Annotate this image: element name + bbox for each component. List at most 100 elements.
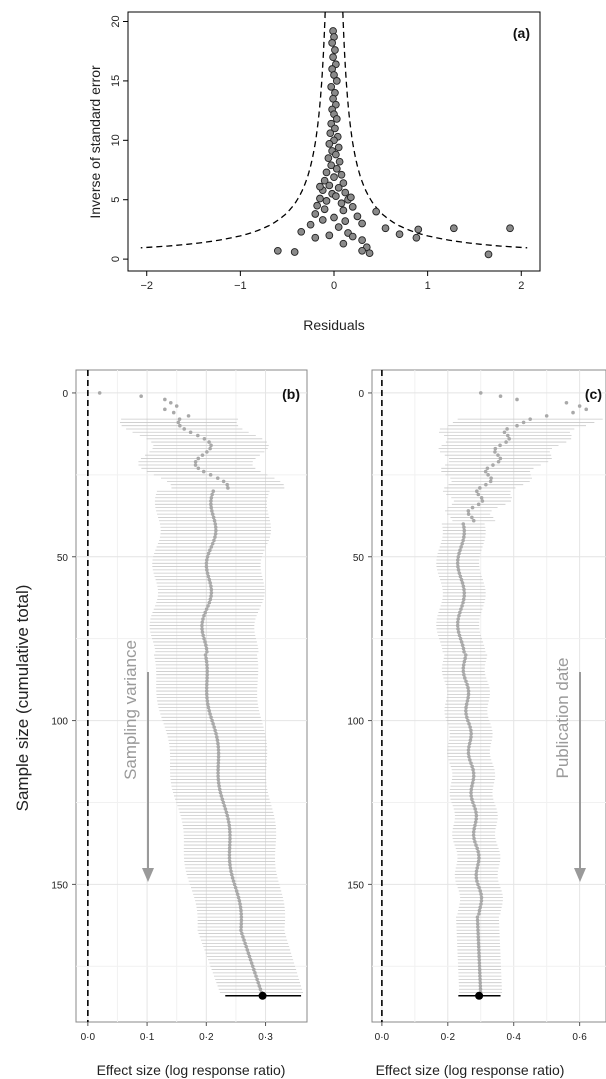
- cumulative-estimate: [225, 482, 229, 487]
- cumulative-estimate: [228, 862, 232, 867]
- cumulative-estimate: [216, 771, 220, 775]
- cumulative-estimate: [483, 469, 488, 474]
- cumulative-estimate: [204, 692, 209, 697]
- cumulative-estimate: [480, 499, 485, 503]
- data-point: [330, 213, 338, 222]
- cumulative-estimate: [249, 961, 254, 965]
- cumulative-estimate: [200, 623, 204, 628]
- cumulative-estimate: [216, 751, 221, 756]
- cumulative-estimate: [456, 568, 461, 572]
- cumulative-estimate: [212, 518, 217, 523]
- cumulative-estimate: [461, 663, 466, 667]
- cumulative-estimate: [474, 810, 478, 815]
- data-point: [325, 140, 334, 148]
- cumulative-estimate: [466, 718, 470, 723]
- data-point: [326, 129, 335, 138]
- cumulative-estimate: [491, 463, 495, 467]
- cumulative-estimate: [479, 495, 484, 500]
- cumulative-estimate: [228, 839, 232, 844]
- cumulative-estimate: [207, 708, 212, 713]
- cumulative-estimate: [224, 810, 229, 815]
- cumulative-estimate: [462, 528, 467, 533]
- cumulative-estimate: [461, 600, 465, 605]
- cumulative-estimate: [229, 869, 233, 874]
- data-point: [358, 246, 366, 255]
- cumulative-estimate: [478, 987, 483, 992]
- cumulative-estimate: [209, 499, 213, 503]
- cumulative-estimate: [205, 554, 210, 559]
- cumulative-estimate: [204, 689, 209, 693]
- data-point: [381, 224, 390, 233]
- data-point: [348, 232, 357, 241]
- cumulative-estimate: [459, 545, 463, 549]
- cumulative-estimate: [202, 636, 206, 641]
- cumulative-estimate: [239, 925, 243, 929]
- cumulative-estimate: [476, 935, 481, 939]
- cumulative-estimate: [479, 898, 484, 903]
- data-point: [327, 82, 336, 91]
- y-tick-label: 100: [347, 717, 364, 728]
- cumulative-estimate: [233, 885, 238, 890]
- data-point: [332, 115, 341, 123]
- panel-b-label: (b): [282, 386, 300, 402]
- cumulative-estimate: [205, 676, 209, 680]
- cumulative-estimate: [461, 522, 466, 526]
- cumulative-estimate: [139, 394, 143, 399]
- cumulative-estimate: [476, 931, 480, 936]
- cumulative-estimate: [469, 761, 473, 765]
- cumulative-estimate: [200, 627, 204, 631]
- cumulative-estimate: [456, 558, 460, 562]
- cumulative-estimate: [176, 420, 181, 425]
- cumulative-estimate: [209, 587, 214, 592]
- cumulative-estimate: [584, 407, 589, 412]
- y-tick-label: 50: [353, 553, 365, 564]
- cumulative-estimate: [203, 640, 207, 644]
- data-point: [358, 236, 366, 244]
- cumulative-estimate: [455, 620, 460, 625]
- data-point: [348, 202, 357, 211]
- cumulative-estimate: [252, 967, 256, 972]
- cumulative-estimate: [256, 980, 261, 985]
- cumulative-estimate: [476, 859, 481, 864]
- panel-c-frame: [371, 369, 606, 1023]
- cumulative-estimate: [479, 895, 484, 900]
- data-point: [334, 143, 343, 152]
- cumulative-estimate: [463, 656, 467, 661]
- cumulative-estimate: [216, 744, 221, 749]
- cumulative-estimate: [182, 427, 187, 431]
- cumulative-estimate: [461, 669, 466, 674]
- cumulative-estimate: [476, 849, 480, 854]
- cumulative-estimate: [474, 876, 479, 880]
- cumulative-estimate: [203, 610, 208, 615]
- cumulative-estimate: [544, 414, 549, 418]
- cumulative-estimate: [205, 666, 209, 670]
- cumulative-estimate: [474, 843, 478, 847]
- data-point: [322, 197, 331, 205]
- cumulative-estimate: [163, 397, 167, 402]
- cumulative-estimate: [458, 574, 463, 579]
- data-point: [337, 170, 346, 179]
- cumulative-estimate: [469, 731, 473, 736]
- cumulative-estimate: [226, 486, 230, 490]
- cumulative-estimate: [242, 938, 246, 942]
- cumulative-estimate: [502, 430, 507, 435]
- cumulative-estimate: [217, 784, 221, 788]
- cumulative-estimate: [467, 722, 471, 726]
- cumulative-estimate: [476, 862, 480, 867]
- cumulative-estimate: [201, 469, 206, 474]
- data-point: [341, 217, 350, 225]
- data-point: [322, 168, 331, 177]
- cumulative-estimate: [475, 879, 479, 883]
- cumulative-estimate: [209, 584, 213, 589]
- cumulative-estimate: [467, 741, 472, 746]
- y-tick-label: 0: [110, 256, 122, 262]
- y-tick-label: 150: [51, 880, 68, 891]
- cumulative-estimate: [469, 787, 474, 792]
- y-tick-label: 15: [110, 75, 122, 87]
- cumulative-estimate: [476, 882, 480, 887]
- cumulative-estimate: [476, 502, 481, 507]
- cumulative-estimate: [210, 509, 214, 513]
- cumulative-estimate: [220, 797, 225, 802]
- y-tick-label: 5: [110, 197, 122, 203]
